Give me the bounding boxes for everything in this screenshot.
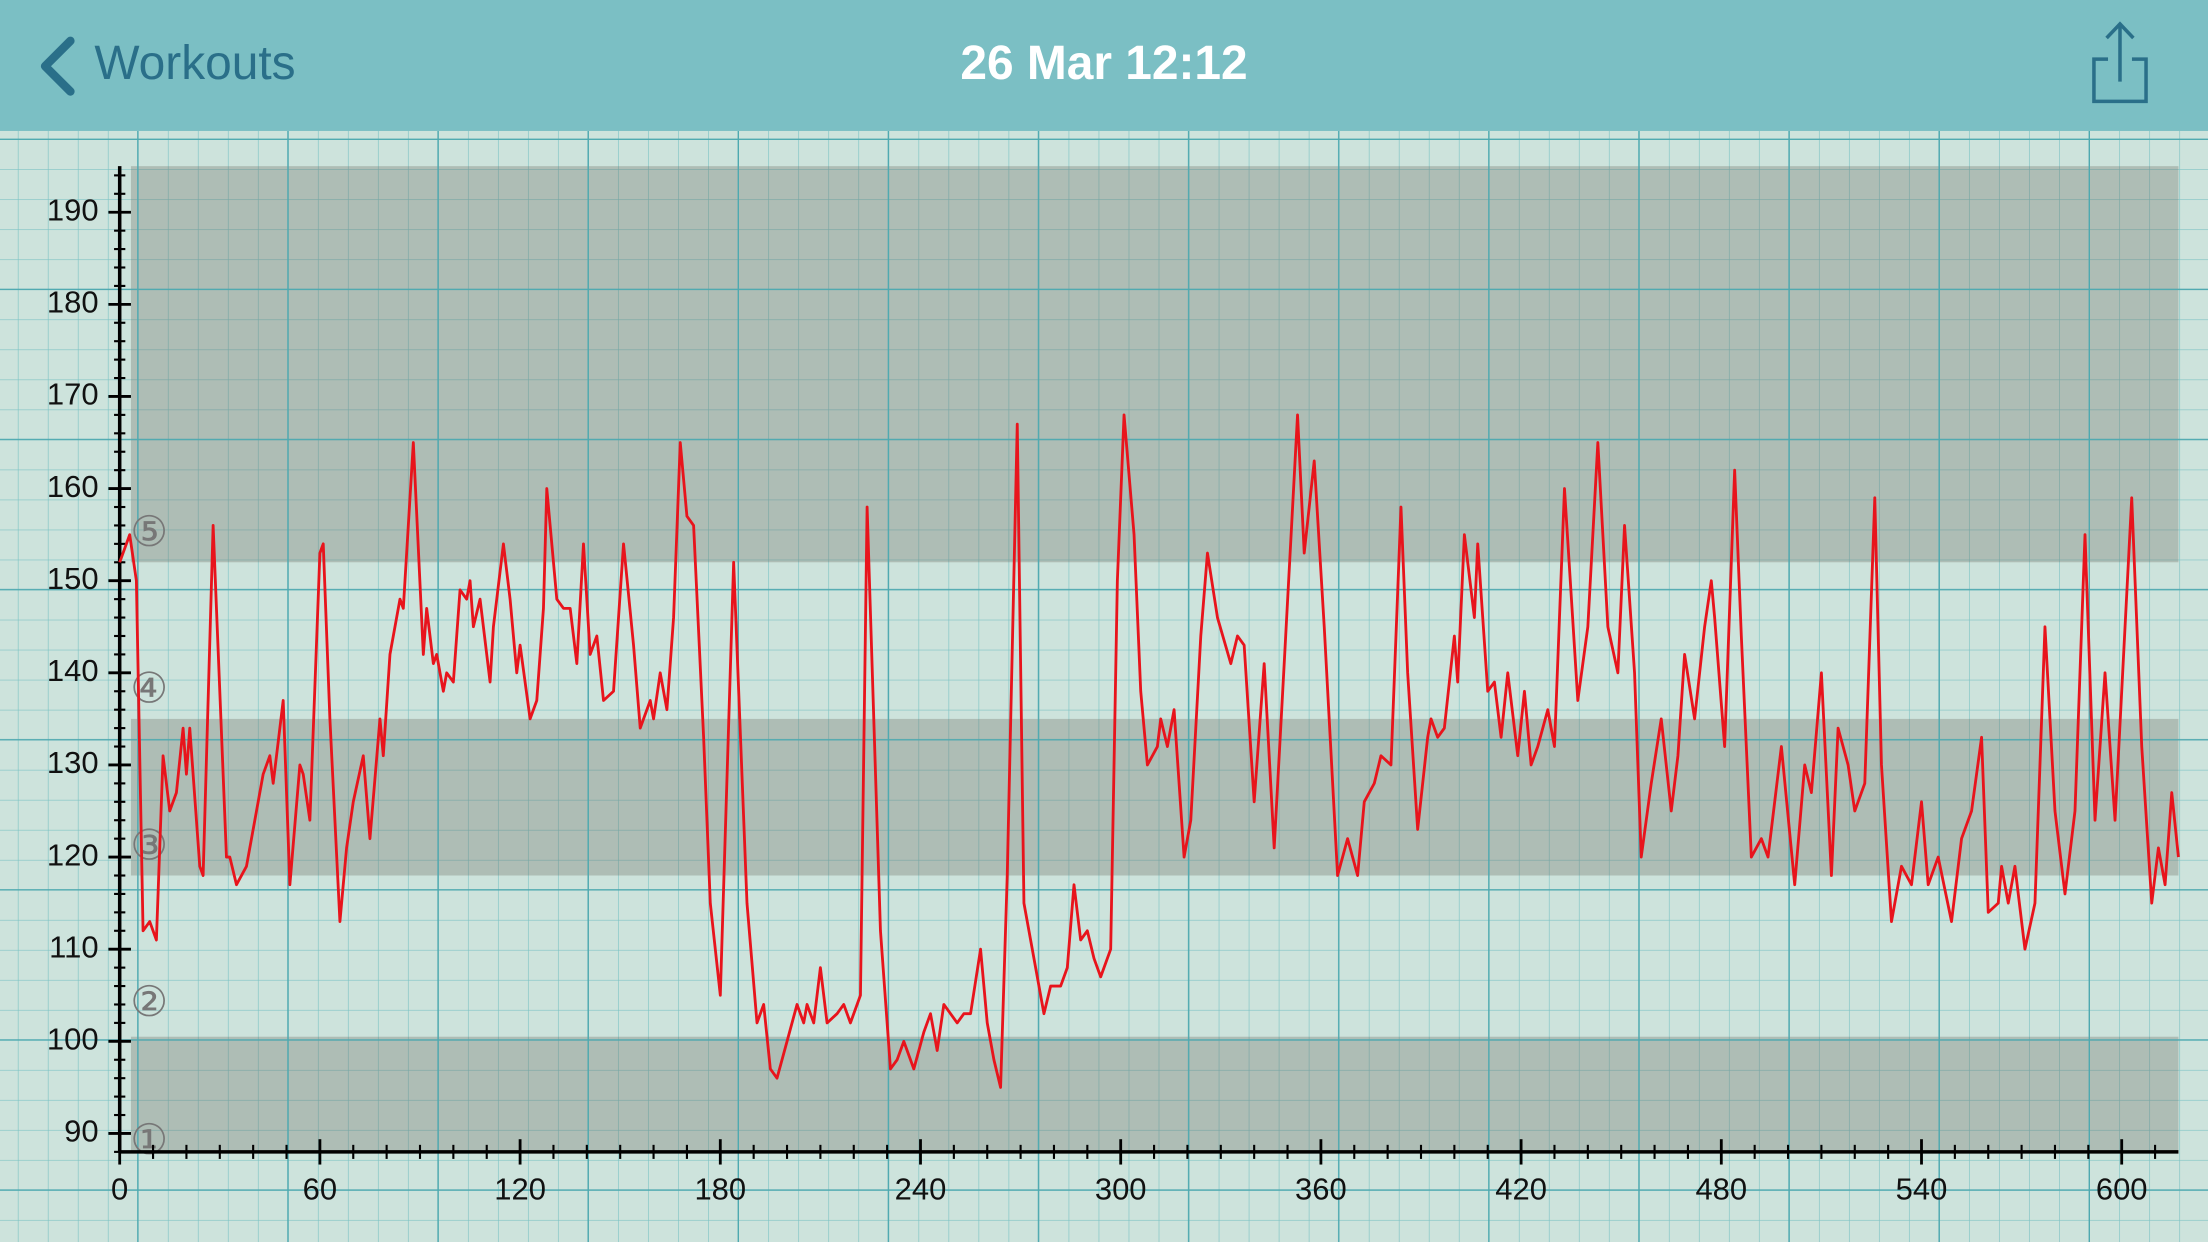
x-tick-label: 360 — [1295, 1171, 1347, 1206]
nav-title: 26 Mar 12:12 — [960, 37, 1247, 90]
zone-label: ⑤ — [130, 507, 168, 556]
x-tick-label: 540 — [1896, 1171, 1948, 1206]
graph-paper-major — [0, 130, 2208, 1242]
x-tick-label: 600 — [2096, 1171, 2148, 1206]
x-tick-label: 60 — [303, 1171, 337, 1206]
x-tick-label: 480 — [1695, 1171, 1747, 1206]
y-tick-label: 190 — [47, 192, 99, 227]
y-tick-label: 160 — [47, 469, 99, 504]
back-chevron[interactable] — [40, 36, 75, 96]
y-tick-label: 100 — [47, 1022, 99, 1057]
heart-rate-line — [118, 413, 2180, 1089]
x-tick-label: 180 — [694, 1171, 746, 1206]
share-box[interactable] — [2092, 57, 2148, 104]
back-button[interactable]: Workouts — [40, 36, 296, 96]
y-tick-label: 90 — [64, 1114, 98, 1149]
y-tick-label: 180 — [47, 285, 99, 320]
zone-label: ② — [130, 977, 168, 1026]
zone-label: ① — [130, 1115, 168, 1164]
nav-bar — [0, 0, 2208, 131]
x-tick-label: 420 — [1495, 1171, 1547, 1206]
y-tick-label: 150 — [47, 561, 99, 596]
x-tick-label: 120 — [494, 1171, 546, 1206]
y-tick-label: 110 — [49, 929, 98, 964]
x-tick-label: 240 — [895, 1171, 947, 1206]
zone-label: ③ — [130, 820, 168, 869]
back-label[interactable]: Workouts — [94, 37, 295, 90]
y-tick-label: 120 — [47, 837, 99, 872]
y-tick-label: 130 — [47, 745, 99, 780]
y-tick-label: 140 — [47, 653, 99, 688]
share-button[interactable] — [2092, 21, 2148, 104]
x-tick-label: 300 — [1095, 1171, 1147, 1206]
y-tick-label: 170 — [47, 377, 99, 412]
share-arrow[interactable] — [2105, 21, 2135, 82]
x-tick-label: 0 — [111, 1171, 128, 1206]
zone-label: ④ — [130, 664, 168, 713]
